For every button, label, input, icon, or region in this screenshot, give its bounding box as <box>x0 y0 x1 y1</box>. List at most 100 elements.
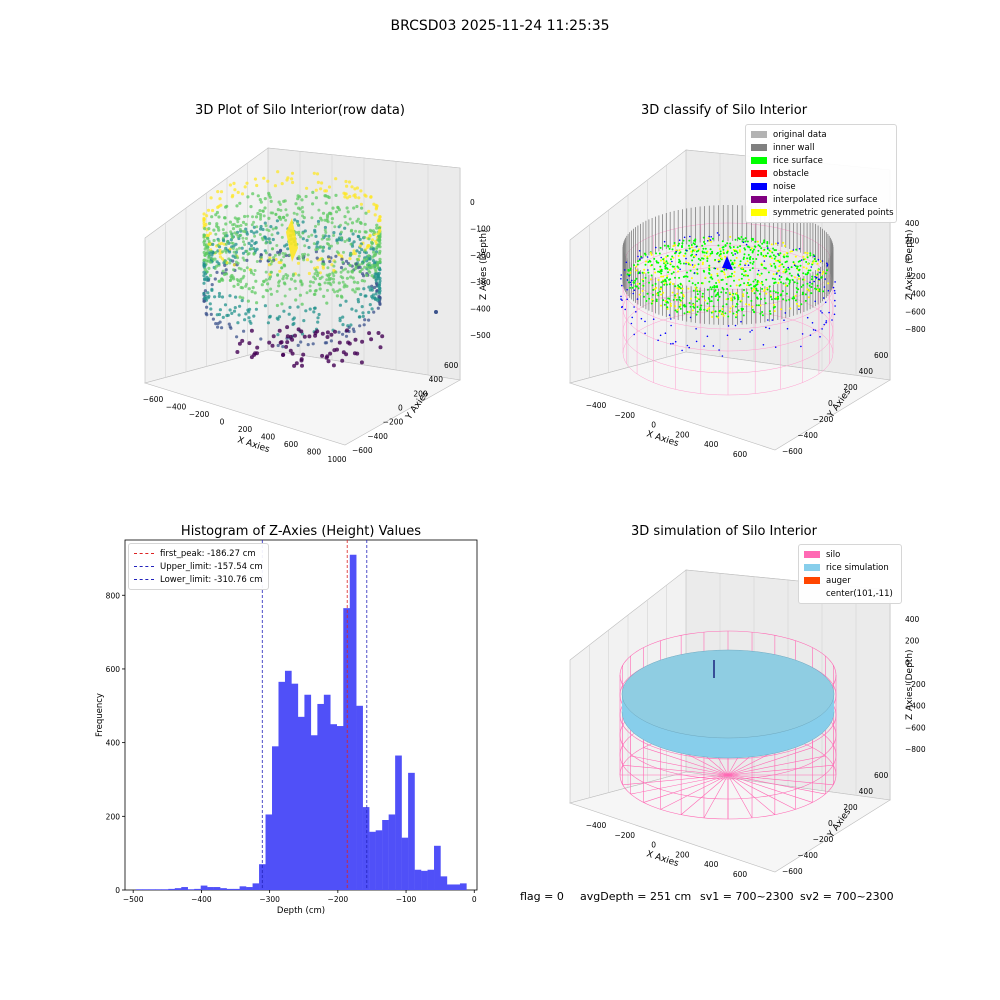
surface-point <box>703 254 706 257</box>
surface-point <box>697 282 700 284</box>
data-point <box>279 258 283 262</box>
surface-point <box>810 286 813 288</box>
surface-point <box>708 298 711 301</box>
data-point <box>371 265 375 269</box>
surface-point <box>763 248 766 251</box>
data-point <box>295 231 298 235</box>
data-point <box>214 232 218 236</box>
surface-point <box>689 269 692 272</box>
data-point <box>261 209 265 213</box>
data-point <box>334 270 338 274</box>
data-point <box>326 288 329 292</box>
data-point <box>259 227 263 231</box>
data-point <box>368 303 372 307</box>
surface-point <box>806 256 809 259</box>
data-point <box>320 262 324 266</box>
surface-point <box>686 271 688 274</box>
data-point <box>374 252 378 256</box>
data-point <box>376 306 380 310</box>
surface-point <box>730 299 733 302</box>
data-point <box>211 208 215 213</box>
data-point <box>328 351 333 356</box>
data-point <box>359 292 363 297</box>
data-point <box>333 290 337 294</box>
legend-swatch <box>804 564 820 571</box>
surface-point <box>699 259 702 262</box>
data-point <box>363 235 367 239</box>
data-point <box>339 223 342 227</box>
data-point <box>347 180 352 184</box>
data-point <box>352 240 356 244</box>
data-point <box>357 287 361 291</box>
surface-point <box>739 250 741 253</box>
data-point <box>238 246 241 250</box>
data-point <box>230 311 234 315</box>
data-point <box>373 272 377 276</box>
data-point <box>262 176 266 180</box>
surface-point <box>717 258 720 261</box>
data-point <box>271 227 275 231</box>
surface-point <box>745 303 748 306</box>
data-point <box>211 242 215 246</box>
data-point <box>261 295 265 299</box>
surface-point <box>727 297 730 300</box>
surface-point <box>737 296 740 299</box>
data-point <box>230 195 234 199</box>
data-point <box>203 289 207 293</box>
data-point <box>358 251 362 255</box>
data-point <box>228 220 232 224</box>
data-point <box>269 199 273 203</box>
surface-point <box>702 261 704 264</box>
data-point <box>225 204 229 208</box>
surface-point <box>637 260 639 263</box>
data-point <box>232 268 235 272</box>
data-point <box>259 213 263 217</box>
data-point <box>259 255 263 259</box>
data-point <box>231 254 235 258</box>
data-point <box>308 284 312 288</box>
data-point <box>298 293 302 297</box>
data-point <box>377 234 381 238</box>
data-point <box>209 273 213 278</box>
data-point <box>377 217 381 221</box>
surface-point <box>706 308 709 311</box>
data-point <box>246 195 250 199</box>
data-point <box>266 179 270 183</box>
data-point <box>378 260 382 264</box>
data-point <box>239 280 243 284</box>
surface-point <box>731 261 734 264</box>
data-point <box>235 248 239 252</box>
data-point <box>223 263 227 267</box>
surface-point <box>790 266 793 269</box>
surface-point <box>805 261 808 263</box>
data-point <box>276 170 280 174</box>
data-point <box>374 203 378 207</box>
data-point <box>323 189 327 193</box>
surface-point <box>688 302 691 304</box>
surface-point <box>783 253 786 256</box>
data-point <box>321 249 325 253</box>
status-sv1: sv1 = 700~2300 <box>700 890 794 903</box>
data-point <box>360 206 364 210</box>
data-point <box>253 291 257 295</box>
data-point <box>351 232 355 236</box>
data-point <box>269 292 273 296</box>
data-point <box>275 289 279 293</box>
data-point <box>282 274 286 278</box>
surface-point <box>648 297 651 300</box>
data-point <box>206 245 210 249</box>
surface-point <box>706 257 709 260</box>
surface-point <box>816 288 819 291</box>
data-point <box>237 313 241 317</box>
data-point <box>300 282 304 286</box>
data-point <box>232 181 236 185</box>
data-point <box>367 310 371 314</box>
data-point <box>240 246 244 250</box>
data-point <box>311 190 315 194</box>
data-point <box>249 268 253 272</box>
surface-point <box>722 314 725 317</box>
data-point <box>325 273 329 277</box>
data-point <box>320 353 325 358</box>
surface-point <box>706 309 709 312</box>
data-point <box>285 276 289 280</box>
